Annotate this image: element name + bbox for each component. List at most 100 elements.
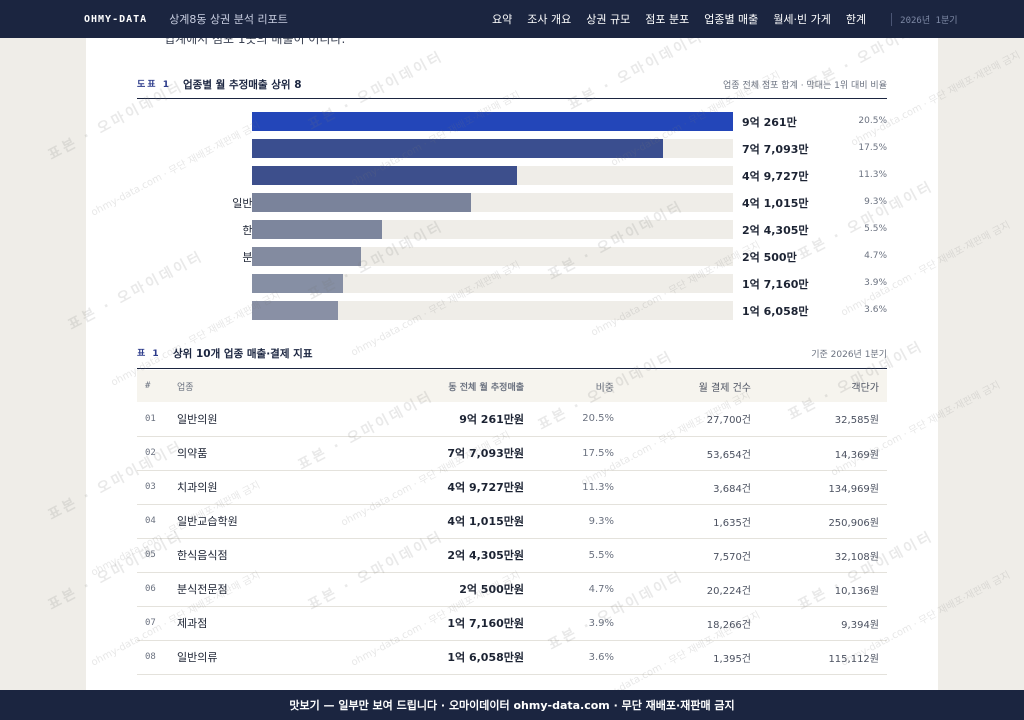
cell-industry: 일반의류 <box>169 640 337 675</box>
bar-fill <box>252 139 663 158</box>
col-header-monthly-sales: 동 전체 월 추정매출 <box>448 382 524 393</box>
brand-logo[interactable]: OHMY-DATA <box>84 13 148 25</box>
cell-share: 4.7% <box>532 572 622 607</box>
cell-industry: 일반교습학원 <box>169 504 337 539</box>
bar-share-label: 17.5% <box>858 143 887 153</box>
cell-rank: 04 <box>137 504 169 539</box>
cell-industry: 일반의원 <box>169 402 337 437</box>
cell-share: 3.6% <box>532 640 622 675</box>
cell-avg-ticket: 134,969원 <box>759 470 887 505</box>
cell-monthly-sales: 7억 7,093만원 <box>337 436 532 471</box>
table-row: 04 일반교습학원 4억 1,015만원 9.3% 1,635건 250,906원 <box>137 504 887 539</box>
cell-transactions: 53,654건 <box>622 436 759 471</box>
cell-share: 17.5% <box>532 436 622 471</box>
bar-track <box>252 247 733 266</box>
bar-track <box>252 112 733 131</box>
nav-item-rent-vacancy[interactable]: 월세·빈 가게 <box>773 13 831 26</box>
cell-avg-ticket: 32,585원 <box>759 402 887 437</box>
cell-transactions: 20,224건 <box>622 572 759 607</box>
bar-fill <box>252 274 343 293</box>
figure-tag: 도표 1 <box>137 80 171 90</box>
nav-item-summary[interactable]: 요약 <box>492 13 513 26</box>
cell-industry: 치과의원 <box>169 470 337 505</box>
cell-transactions: 1,635건 <box>622 504 759 539</box>
preview-notice-banner: 맛보기 — 일부만 보여 드립니다 · 오마이데이터 ohmy-data.com… <box>0 690 1024 720</box>
col-header-avg-ticket: 객단가 <box>851 382 879 394</box>
cell-transactions: 18,266건 <box>622 606 759 641</box>
cell-monthly-sales: 4억 9,727만원 <box>337 470 532 505</box>
figure-rule <box>137 98 887 99</box>
bar-value-label: 2억 4,305만 <box>742 224 809 237</box>
table-title: 상위 10개 업종 매출·결제 지표 <box>173 348 313 360</box>
cell-monthly-sales: 1억 6,058만원 <box>337 640 532 675</box>
bar-track <box>252 274 733 293</box>
cell-transactions: 27,700건 <box>622 402 759 437</box>
figure-title: 업종별 월 추정매출 상위 8 <box>183 79 302 91</box>
bar-share-label: 9.3% <box>864 197 887 207</box>
table-heading: 표 1 상위 10개 업종 매출·결제 지표 기준 2026년 1분기 <box>137 346 887 360</box>
report-title: 상계8동 상권 분석 리포트 <box>169 13 288 26</box>
intro-paragraph: 업계에서 점포 1곳의 매출이 어디다. <box>164 38 346 46</box>
table-row: 07 제과점 1억 7,160만원 3.9% 18,266건 9,394원 <box>137 606 887 641</box>
report-page: 업계에서 점포 1곳의 매출이 어디다. 도표 1 업종별 월 추정매출 상위 … <box>86 38 938 690</box>
cell-avg-ticket: 250,906원 <box>759 504 887 539</box>
table-header-row: # 업종 동 전체 월 추정매출 비중 월 결제 건수 객단가 <box>137 370 887 402</box>
nav-item-overview[interactable]: 조사 개요 <box>527 13 572 26</box>
bar-value-label: 2억 500만 <box>742 251 797 264</box>
cell-transactions: 7,570건 <box>622 538 759 573</box>
bar-value-label: 4억 1,015만 <box>742 197 809 210</box>
bar-fill <box>252 166 517 185</box>
nav-item-market-size[interactable]: 상권 규모 <box>586 13 631 26</box>
top-nav-bar: OHMY-DATA 상계8동 상권 분석 리포트 요약 조사 개요 상권 규모 … <box>0 0 1024 38</box>
bar-value-label: 4억 9,727만 <box>742 170 809 183</box>
cell-share: 11.3% <box>532 470 622 505</box>
nav-item-store-distribution[interactable]: 점포 분포 <box>645 13 690 26</box>
bar-share-label: 5.5% <box>864 224 887 234</box>
cell-avg-ticket: 14,369원 <box>759 436 887 471</box>
cell-transactions: 3,684건 <box>622 470 759 505</box>
bar-share-label: 4.7% <box>864 251 887 261</box>
bar-value-label: 7억 7,093만 <box>742 143 809 156</box>
bar-share-label: 3.6% <box>864 305 887 315</box>
cell-industry: 의약품 <box>169 436 337 471</box>
table-body: 01 일반의원 9억 261만원 20.5% 27,700건 32,585원 02 의약품 7억… <box>137 402 887 675</box>
bar-fill <box>252 112 733 131</box>
period-label: 2026년 1분기 <box>900 15 958 26</box>
cell-monthly-sales: 1억 7,160만원 <box>337 606 532 641</box>
col-header-transactions: 월 결제 건수 <box>698 382 751 394</box>
cell-rank: 08 <box>137 640 169 675</box>
nav-item-limitations[interactable]: 한계 <box>845 13 867 26</box>
bar-share-label: 20.5% <box>858 116 887 126</box>
cell-transactions: 1,395건 <box>622 640 759 675</box>
bar-track <box>252 166 733 185</box>
cell-monthly-sales: 9억 261만원 <box>337 402 532 437</box>
cell-rank: 02 <box>137 436 169 471</box>
cell-share: 9.3% <box>532 504 622 539</box>
table-row: 02 의약품 7억 7,093만원 17.5% 53,654건 14,369원 <box>137 436 887 471</box>
cell-rank: 05 <box>137 538 169 573</box>
figure-note: 업종 전체 점포 합계 · 막대는 1위 대비 비율 <box>723 81 887 91</box>
cell-avg-ticket: 32,108원 <box>759 538 887 573</box>
col-header-share: 비중 <box>595 382 614 394</box>
table-row: 05 한식음식점 2억 4,305만원 5.5% 7,570건 32,108원 <box>137 538 887 573</box>
table-row: 03 치과의원 4억 9,727만원 11.3% 3,684건 134,969원 <box>137 470 887 505</box>
nav-item-sales-by-industry[interactable]: 업종별 매출 <box>704 13 759 26</box>
figure-heading: 도표 1 업종별 월 추정매출 상위 8 업종 전체 점포 합계 · 막대는 1… <box>137 77 887 91</box>
preview-notice-text: 맛보기 — 일부만 보여 드립니다 · 오마이데이터 ohmy-data.com… <box>289 699 735 712</box>
cell-monthly-sales: 2억 4,305만원 <box>337 538 532 573</box>
bar-value-label: 1억 7,160만 <box>742 278 809 291</box>
bar-share-label: 11.3% <box>858 170 887 180</box>
section-nav: 요약 조사 개요 상권 규모 점포 분포 업종별 매출 월세·빈 가게 한계 2… <box>492 0 958 38</box>
bar-fill <box>252 220 382 239</box>
cell-rank: 07 <box>137 606 169 641</box>
cell-industry: 분식전문점 <box>169 572 337 607</box>
bar-track <box>252 193 733 212</box>
cell-share: 3.9% <box>532 606 622 641</box>
cell-avg-ticket: 115,112원 <box>759 640 887 675</box>
table-row: 06 분식전문점 2억 500만원 4.7% 20,224건 10,136원 <box>137 572 887 607</box>
cell-industry: 제과점 <box>169 606 337 641</box>
col-header-industry: 업종 <box>177 382 194 393</box>
